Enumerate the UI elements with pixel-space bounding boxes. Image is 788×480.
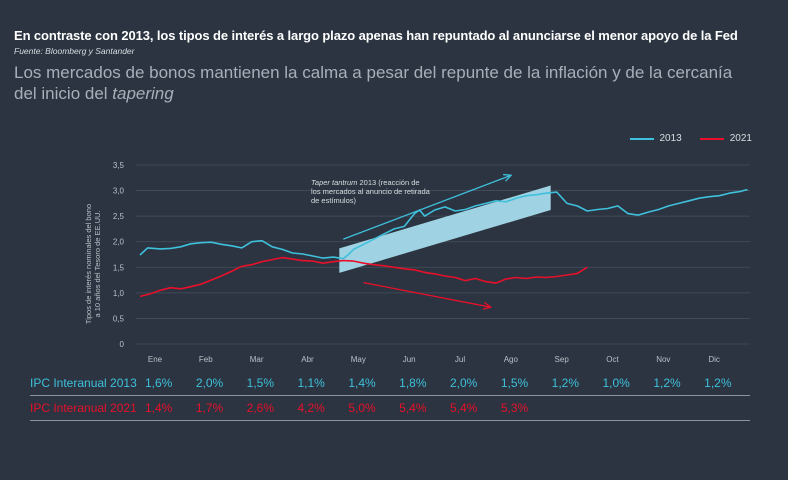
x-axis-ticks: Ene Feb Mar Abr May Jun Jul Ago Sep Oct Nov Dic: [148, 355, 720, 364]
x-tick-label: Sep: [555, 355, 570, 364]
cpi-2013-cell: 1,2%: [551, 376, 580, 390]
cpi-row-2021: IPC Interanual 2021 1,4% 1,7% 2,6% 4,2% 5,0%…: [30, 396, 750, 421]
cpi-2013-cell: 2,0%: [450, 376, 478, 390]
series-line-2021: [139, 256, 588, 298]
x-tick-label: Jul: [455, 355, 465, 364]
source-note: Fuente: Bloomberg y Santander: [14, 46, 135, 56]
cpi-table: IPC Interanual 2013 1,6% 2,0% 1,5% 1,1% 1,4%…: [30, 371, 750, 421]
cpi-2021-cell: 5,0%: [348, 401, 376, 415]
cpi-2021-cell: 5,4%: [450, 401, 478, 415]
y-axis-label: Tipos de interés nominales del bono a 10…: [84, 204, 102, 324]
taper-annotation: Taper tantrum 2013 (reacción de los merc…: [311, 178, 431, 205]
annotation-line1: Taper tantrum 2013 (reacción de: [311, 178, 420, 187]
cpi-2013-cell: 1,8%: [399, 376, 427, 390]
x-tick-label: May: [351, 355, 366, 364]
subtitle-italic: tapering: [112, 84, 174, 103]
cpi-2021-cell: 1,4%: [145, 401, 173, 415]
cpi-2013-cell: 1,2%: [653, 376, 681, 390]
legend-item-2021: 2021: [699, 133, 752, 144]
legend-swatch-2021: [699, 137, 724, 140]
line-chart: 0 0,5 1,0 1,5 2,0 2,5 3,0 3,5 Ene Feb Mar Abr May Ju…: [84, 161, 750, 364]
legend-label-2021: 2021: [729, 133, 752, 144]
x-tick-label: Jun: [403, 355, 416, 364]
y-tick-label: 3,5: [113, 161, 125, 170]
legend-item-2013: 2013: [629, 133, 682, 144]
cpi-2013-cell: 1,5%: [246, 376, 275, 390]
y-tick-label: 2,5: [113, 212, 125, 221]
cpi-2021-cell: 4,2%: [297, 401, 325, 415]
cpi-2021-cell: 5,4%: [399, 401, 427, 415]
annotation-line3: de estímulos): [311, 196, 357, 205]
trend-arrow-2021-head: [482, 301, 493, 310]
subtitle-text: Los mercados de bonos mantienen la calma…: [14, 63, 733, 103]
y-tick-label: 0,5: [113, 314, 125, 323]
cpi-2021-cell: 5,3%: [500, 401, 529, 415]
cpi-2013-cell: 1,0%: [602, 376, 630, 390]
cpi-2021-cell: 2,6%: [246, 401, 275, 415]
cpi-2013-cell: 1,1%: [297, 376, 325, 390]
cpi-row-2013-label: IPC Interanual 2013: [30, 376, 137, 390]
annotation-line2: los mercados al anuncio de retirada: [311, 187, 431, 196]
cpi-2013-cell: 1,2%: [704, 376, 732, 390]
chart-headline: En contraste con 2013, los tipos de inte…: [14, 28, 738, 43]
x-tick-label: Mar: [250, 355, 264, 364]
legend-label-2013: 2013: [659, 133, 682, 144]
x-tick-label: Oct: [606, 355, 619, 364]
annotation-title-rest: 2013 (reacción de: [357, 178, 419, 187]
y-tick-label: 1,5: [113, 263, 125, 272]
cpi-2013-cell: 2,0%: [195, 376, 224, 390]
y-axis-ticks: 0 0,5 1,0 1,5 2,0 2,5 3,0 3,5: [113, 161, 125, 349]
chart-subtitle: Los mercados de bonos mantienen la calma…: [14, 62, 734, 104]
y-axis-label-line1: Tipos de interés nominales del bono: [84, 204, 93, 324]
cpi-2013-cell: 1,6%: [145, 376, 173, 390]
x-tick-label: Ago: [504, 355, 519, 364]
trend-arrow-2013-head: [503, 173, 513, 182]
legend-swatch-2013: [629, 137, 654, 140]
trend-arrow-2013: [343, 174, 512, 240]
cpi-2013-cell: 1,5%: [500, 376, 529, 390]
y-tick-label: 0: [120, 340, 125, 349]
x-tick-label: Feb: [199, 355, 213, 364]
x-tick-label: Dic: [708, 355, 720, 364]
y-axis-label-line2: a 10 años del Tesoro de EE.UU.: [93, 210, 102, 317]
y-tick-label: 3,0: [113, 187, 125, 196]
cpi-2013-cell: 1,4%: [348, 376, 376, 390]
y-tick-label: 2,0: [113, 238, 125, 247]
taper-tantrum-band: [339, 185, 551, 273]
x-tick-label: Ene: [148, 355, 163, 364]
x-tick-label: Nov: [656, 355, 670, 364]
series-line-2013: [139, 188, 748, 260]
y-tick-label: 1,0: [113, 289, 125, 298]
legend: 2013 2021: [629, 133, 752, 144]
trend-arrow-2021: [363, 281, 491, 308]
annotation-title-italic: Taper tantrum: [311, 178, 357, 187]
gridlines: [136, 164, 750, 345]
cpi-2021-cell: 1,7%: [195, 401, 224, 415]
cpi-row-2021-label: IPC Interanual 2021: [30, 401, 137, 415]
x-tick-label: Abr: [301, 355, 314, 364]
cpi-row-2013: IPC Interanual 2013 1,6% 2,0% 1,5% 1,1% 1,4%…: [30, 371, 750, 396]
